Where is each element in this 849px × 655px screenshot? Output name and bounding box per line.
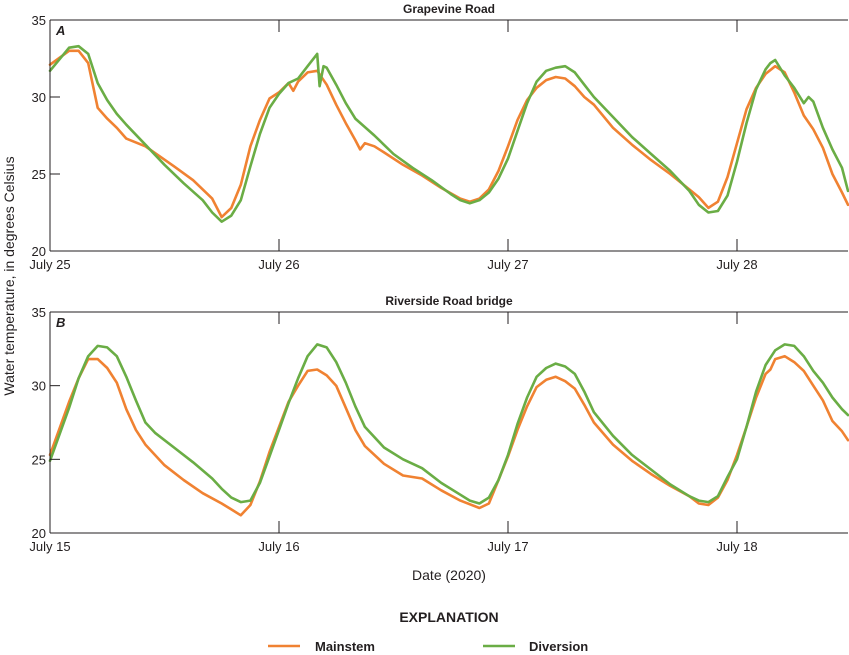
legend-title: EXPLANATION: [399, 609, 498, 625]
panel-title: Riverside Road bridge: [385, 294, 513, 308]
x-tick-label: July 16: [258, 539, 299, 554]
x-tick-label: July 15: [29, 539, 70, 554]
legend-label-diversion: Diversion: [529, 639, 588, 654]
panel-label: A: [55, 23, 65, 38]
y-tick-label: 25: [32, 452, 46, 467]
x-tick-label: July 17: [487, 539, 528, 554]
y-tick-label: 35: [32, 305, 46, 320]
series-line-mainstem: [48, 49, 849, 219]
x-tick-label: July 18: [716, 539, 757, 554]
legend-label-mainstem: Mainstem: [315, 639, 375, 654]
series-line-diversion: [48, 44, 849, 223]
y-axis-label: Water temperature, in degrees Celsius: [1, 156, 17, 395]
series-line-diversion: [48, 343, 849, 505]
y-tick-label: 25: [32, 167, 46, 182]
y-tick-label: 20: [32, 244, 46, 259]
x-tick-label: July 28: [716, 257, 757, 272]
series-line-mainstem: [48, 354, 849, 517]
legend-item-mainstem: Mainstem: [268, 639, 375, 654]
y-tick-label: 35: [32, 13, 46, 28]
panel-title: Grapevine Road: [403, 2, 495, 16]
x-tick-label: July 27: [487, 257, 528, 272]
x-tick-label: July 26: [258, 257, 299, 272]
legend-item-diversion: Diversion: [483, 639, 588, 654]
x-axis-label: Date (2020): [412, 567, 486, 583]
panel-label: B: [56, 315, 65, 330]
y-tick-label: 30: [32, 90, 46, 105]
y-tick-label: 20: [32, 526, 46, 541]
y-tick-label: 30: [32, 379, 46, 394]
panel-b: Riverside Road bridge B 20 25 30 35 July 15 Jul…: [29, 294, 849, 554]
panel-a: Grapevine Road A 20 25 30 35 July 25 July 26 Jul…: [29, 2, 849, 272]
x-tick-label: July 25: [29, 257, 70, 272]
